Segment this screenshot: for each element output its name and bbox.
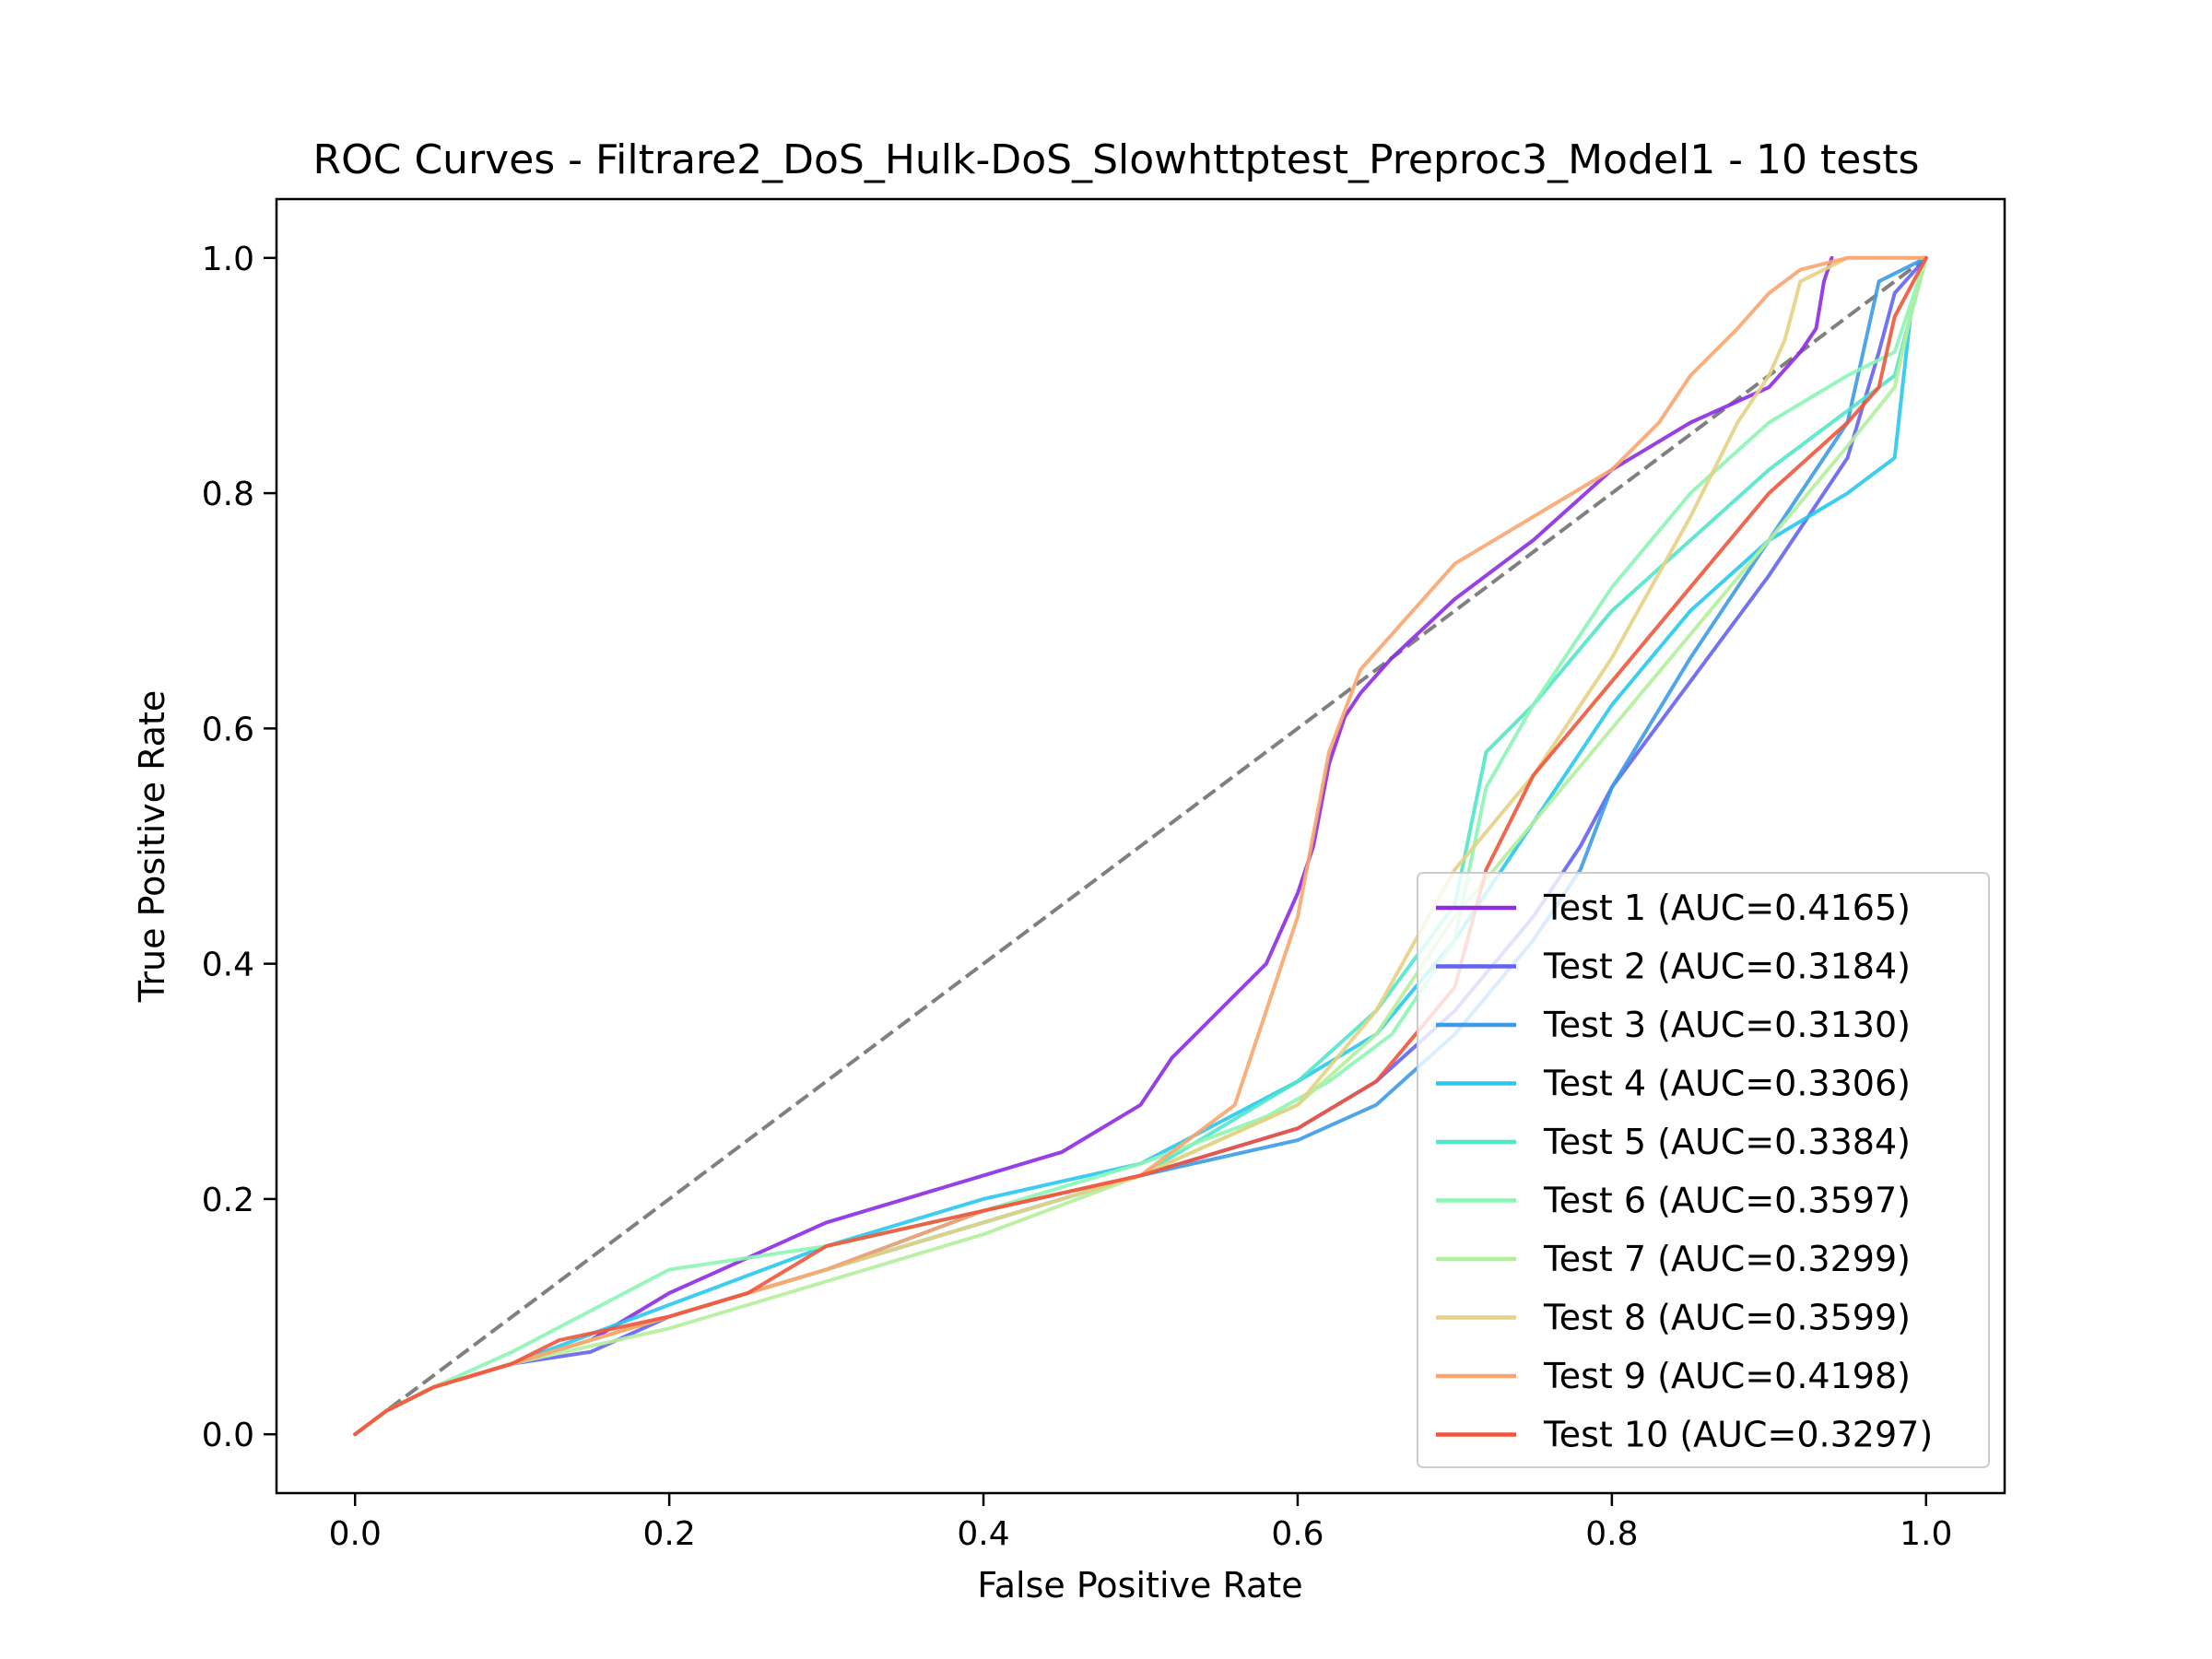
legend-label: Test 7 (AUC=0.3299) <box>1543 1239 1911 1279</box>
x-axis-label: False Positive Rate <box>977 1565 1302 1606</box>
y-axis-ticks: 0.0 0.2 0.4 0.6 0.8 1.0 <box>202 241 276 1454</box>
legend-label: Test 1 (AUC=0.4165) <box>1543 888 1911 928</box>
legend-label: Test 8 (AUC=0.3599) <box>1543 1298 1911 1338</box>
plot-frame <box>275 197 2006 1495</box>
y-tick-label: 0.6 <box>202 711 254 748</box>
roc-curve-test-9 <box>353 255 1928 1437</box>
roc-curve-test-6 <box>353 255 1928 1437</box>
diagonal-layer <box>354 256 1927 1436</box>
x-tick-label: 0.6 <box>1271 1515 1324 1553</box>
legend-entries: Test 1 (AUC=0.4165) Test 2 (AUC=0.3184) Te… <box>1436 888 1933 1455</box>
roc-curve-test-1 <box>353 255 1834 1437</box>
y-tick-label: 0.8 <box>202 476 254 513</box>
legend-label: Test 9 (AUC=0.4198) <box>1543 1356 1911 1396</box>
x-tick-label: 0.8 <box>1585 1515 1638 1553</box>
legend-label: Test 3 (AUC=0.3130) <box>1543 1005 1911 1045</box>
y-axis-label: True Positive Rate <box>132 690 172 1004</box>
y-tick-label: 1.0 <box>202 241 254 278</box>
legend-label: Test 6 (AUC=0.3597) <box>1543 1181 1911 1221</box>
x-tick-label: 0.2 <box>643 1515 696 1553</box>
y-tick-label: 0.4 <box>202 947 254 984</box>
plot-area <box>275 197 2006 1495</box>
legend-frame <box>1417 872 1990 1468</box>
chart-title: ROC Curves - Filtrare2_DoS_Hulk-DoS_Slow… <box>313 136 1920 183</box>
y-tick-label: 0.2 <box>202 1182 254 1219</box>
roc-curve-test-10 <box>353 255 1928 1437</box>
x-tick-label: 1.0 <box>1900 1515 1952 1553</box>
legend-label: Test 10 (AUC=0.3297) <box>1543 1415 1933 1455</box>
y-tick-label: 0.0 <box>202 1417 254 1454</box>
x-tick-label: 0.0 <box>329 1515 382 1553</box>
legend-label: Test 2 (AUC=0.3184) <box>1543 947 1911 987</box>
x-axis-ticks: 0.0 0.2 0.4 0.6 0.8 1.0 <box>329 1493 1952 1553</box>
legend-label: Test 5 (AUC=0.3384) <box>1543 1122 1911 1162</box>
series-layer <box>353 255 1928 1437</box>
legend-label: Test 4 (AUC=0.3306) <box>1543 1064 1911 1104</box>
legend: Test 1 (AUC=0.4165) Test 2 (AUC=0.3184) Te… <box>1417 872 1990 1468</box>
x-tick-label: 0.4 <box>957 1515 1009 1553</box>
diagonal-reference-line <box>354 256 1927 1436</box>
